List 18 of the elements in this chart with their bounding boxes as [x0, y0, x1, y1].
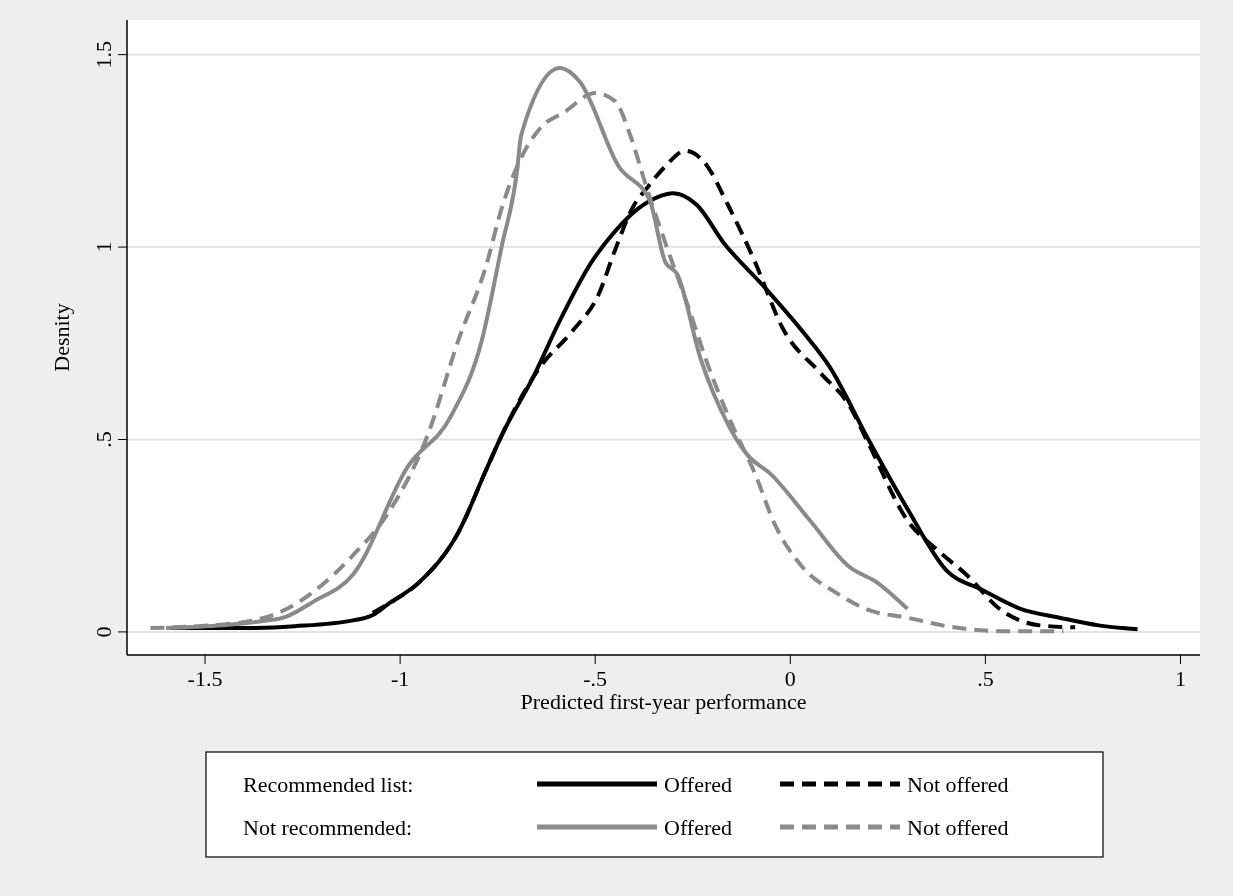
legend-label: Not offered	[907, 772, 1009, 797]
x-axis-title: Predicted first-year performance	[520, 689, 807, 714]
legend-label: Not offered	[907, 815, 1009, 840]
x-tick-label: -1	[390, 666, 410, 691]
x-tick-label: 0	[784, 666, 796, 691]
y-tick-label: 1	[91, 241, 116, 253]
text: Not recommended:	[243, 815, 413, 840]
legend-label: Offered	[664, 815, 732, 840]
y-axis-title: Desnity	[49, 303, 74, 372]
y-tick-label: 0	[91, 626, 116, 638]
x-tick-label: -.5	[583, 666, 608, 691]
legend-label: Offered	[664, 772, 732, 797]
x-tick-label: -1.5	[187, 666, 223, 691]
x-tick-label: 1	[1174, 666, 1186, 691]
y-tick-label: .5	[91, 431, 116, 448]
text: Recommended list:	[243, 772, 414, 797]
x-tick-label: .5	[977, 666, 994, 691]
y-tick-label: 1.5	[91, 40, 116, 69]
